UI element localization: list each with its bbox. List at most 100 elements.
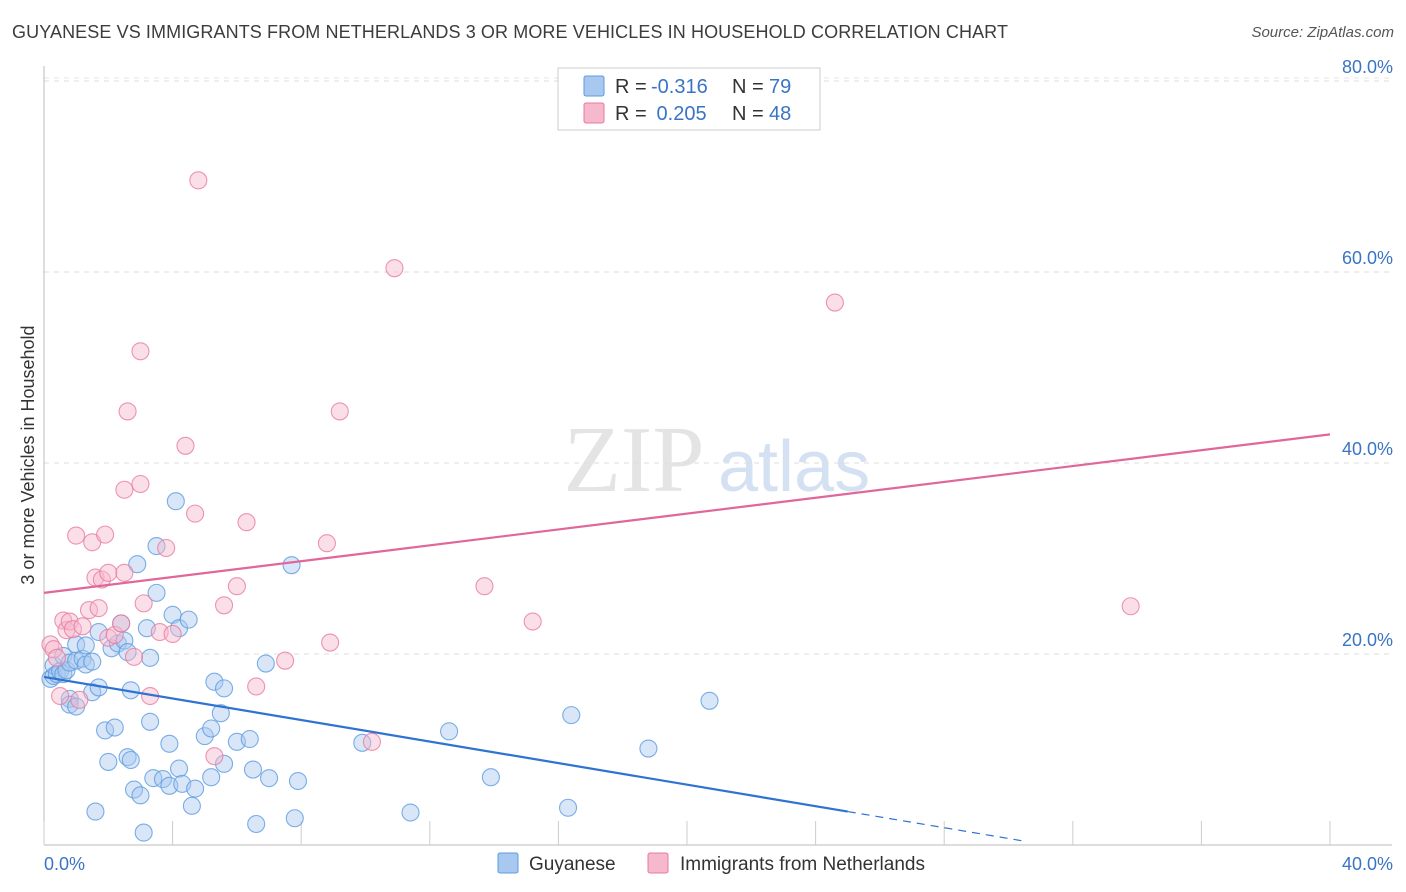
netherlands-point xyxy=(1121,597,1140,616)
guyanese-point xyxy=(700,691,719,710)
netherlands-point xyxy=(227,577,246,596)
netherlands-trend-line xyxy=(43,433,1331,594)
guyanese-point xyxy=(99,752,118,771)
x-tick-label-min: 0.0% xyxy=(44,854,85,874)
y-tick-label: 80.0% xyxy=(1342,57,1393,77)
guyanese-point xyxy=(285,809,304,828)
netherlands-point xyxy=(321,633,340,652)
netherlands-point xyxy=(115,563,134,582)
correlation-legend: R = -0.316 N = 79 R = 0.205 N = 48 xyxy=(557,67,821,131)
legend-r-label-2: R = xyxy=(615,103,647,125)
netherlands-point xyxy=(825,293,844,312)
guyanese-point xyxy=(147,583,166,602)
netherlands-point xyxy=(67,526,86,545)
guyanese-point xyxy=(144,769,163,788)
guyanese-point xyxy=(131,786,150,805)
netherlands-point xyxy=(70,690,89,709)
guyanese-point xyxy=(440,722,459,741)
netherlands-point xyxy=(131,342,150,361)
guyanese-point xyxy=(179,610,198,629)
x-tick-label-max: 40.0% xyxy=(1342,854,1393,874)
guyanese-point xyxy=(105,718,124,737)
netherlands-point xyxy=(189,171,208,190)
guyanese-point xyxy=(169,759,189,778)
y-tick-label: 20.0% xyxy=(1342,630,1393,650)
netherlands-point xyxy=(51,686,70,706)
guyanese-trend-extension xyxy=(847,810,1025,842)
netherlands-point xyxy=(186,504,205,523)
legend-n-value-1: 79 xyxy=(769,76,791,98)
netherlands-point xyxy=(247,677,266,696)
legend-n-label-1: N = xyxy=(732,76,764,98)
netherlands-point xyxy=(105,625,124,644)
y-tick-label: 60.0% xyxy=(1342,248,1393,268)
guyanese-point xyxy=(214,679,234,698)
guyanese-point xyxy=(211,704,230,723)
guyanese-point xyxy=(128,555,147,574)
source-label: Source: ZipAtlas.com xyxy=(1251,24,1394,41)
netherlands-point xyxy=(131,474,150,494)
guyanese-point xyxy=(282,556,301,575)
bottom-legend-swatch-guyanese xyxy=(497,852,519,874)
netherlands-point xyxy=(163,624,182,643)
bottom-legend-label-netherlands: Immigrants from Netherlands xyxy=(680,854,925,875)
legend-r-label-1: R = xyxy=(615,76,647,98)
watermark-atlas: atlas xyxy=(718,427,870,507)
series-legend: Guyanese Immigrants from Netherlands xyxy=(497,852,925,875)
guyanese-point xyxy=(247,814,266,834)
legend-n-label-2: N = xyxy=(732,103,764,125)
guyanese-point xyxy=(243,760,263,779)
data-points xyxy=(41,171,1140,842)
guyanese-point xyxy=(182,796,201,815)
legend-r-value-1: -0.316 xyxy=(651,76,708,98)
y-axis-label: 3 or more Vehicles in Household xyxy=(18,325,38,584)
guyanese-point xyxy=(118,748,137,767)
guyanese-point xyxy=(259,769,279,788)
guyanese-point xyxy=(76,636,95,655)
netherlands-point xyxy=(47,648,66,667)
guyanese-point xyxy=(481,768,500,787)
netherlands-point xyxy=(385,259,404,278)
netherlands-point xyxy=(157,538,176,558)
netherlands-point xyxy=(317,534,336,553)
guyanese-point xyxy=(160,734,179,753)
netherlands-point xyxy=(276,651,295,670)
guyanese-point xyxy=(121,750,140,770)
trend-lines xyxy=(43,433,1331,842)
legend-swatch-guyanese xyxy=(583,75,605,97)
watermark-zip: ZIP xyxy=(564,408,705,512)
netherlands-point xyxy=(124,647,144,666)
netherlands-point xyxy=(362,732,381,751)
netherlands-point xyxy=(112,614,131,633)
bottom-legend-label-guyanese: Guyanese xyxy=(529,854,616,875)
guyanese-point xyxy=(240,729,259,749)
netherlands-point xyxy=(523,612,542,631)
guyanese-point xyxy=(134,823,153,842)
netherlands-point xyxy=(475,577,494,596)
guyanese-point xyxy=(186,779,205,798)
guyanese-point xyxy=(67,651,86,670)
netherlands-point xyxy=(96,525,115,544)
netherlands-point xyxy=(134,594,153,613)
netherlands-point xyxy=(89,599,108,618)
guyanese-point xyxy=(558,798,578,817)
chart-title: GUYANESE VS IMMIGRANTS FROM NETHERLANDS … xyxy=(12,22,1009,42)
guyanese-point xyxy=(83,652,102,671)
netherlands-point xyxy=(330,402,349,421)
guyanese-point xyxy=(256,654,275,673)
guyanese-point xyxy=(86,802,105,821)
netherlands-point xyxy=(73,617,92,636)
legend-swatch-netherlands xyxy=(583,102,605,124)
netherlands-point xyxy=(205,747,224,766)
netherlands-point xyxy=(115,480,134,499)
guyanese-point xyxy=(562,706,581,725)
y-tick-label: 40.0% xyxy=(1342,439,1393,459)
guyanese-point xyxy=(141,648,160,667)
axes: 20.0% 40.0% 60.0% 80.0% 0.0% 40.0% xyxy=(43,57,1393,874)
guyanese-point xyxy=(153,770,173,789)
guyanese-point xyxy=(202,719,221,738)
guyanese-point xyxy=(195,727,214,746)
bottom-legend-swatch-netherlands xyxy=(647,852,669,874)
guyanese-point xyxy=(202,768,221,787)
